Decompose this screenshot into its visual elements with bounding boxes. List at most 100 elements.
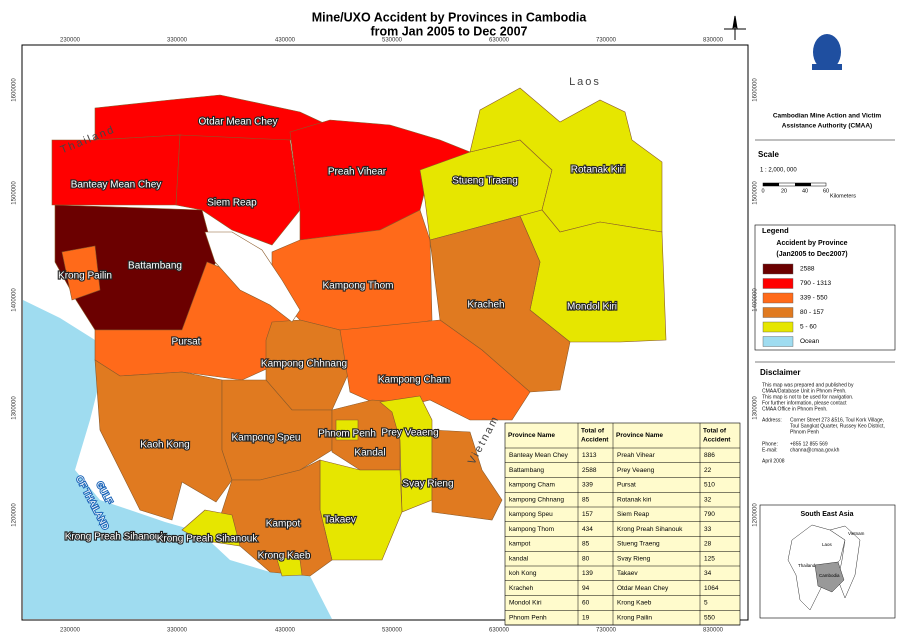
x-tick-label: 830000 xyxy=(703,38,724,44)
table-header: Accident xyxy=(581,437,609,444)
province-label: Banteay Mean Chey xyxy=(71,180,162,191)
table-province: kampong Cham xyxy=(509,482,555,489)
legend-label: 5 - 60 xyxy=(800,324,817,331)
agency-name: Assistance Authority (CMAA) xyxy=(782,123,872,130)
legend-swatch xyxy=(762,278,794,289)
email-label: E-mail: xyxy=(762,447,778,453)
province-label: Takaev xyxy=(324,515,356,526)
x-tick-label: 530000 xyxy=(382,628,403,634)
table-value: 434 xyxy=(582,526,593,533)
province-area xyxy=(61,245,101,301)
table-province: Pursat xyxy=(617,482,636,489)
y-tick-label: 1400000 xyxy=(12,288,18,312)
y-tick-label: 1500000 xyxy=(753,181,759,205)
province-area xyxy=(175,134,301,246)
disclaimer: This map was prepared and published by CM… xyxy=(762,382,885,464)
table-value: 60 xyxy=(582,600,590,607)
table-value: 339 xyxy=(582,482,593,489)
table-value: 33 xyxy=(704,526,712,533)
table-value: 19 xyxy=(582,614,590,621)
y-tick-label: 1600000 xyxy=(12,78,18,102)
x-tick-label: 730000 xyxy=(596,38,617,44)
legend-label: 339 - 550 xyxy=(800,295,828,302)
y-tick-label: 1200000 xyxy=(753,503,759,527)
table-background xyxy=(504,422,741,626)
province-label: Krong Kaeb xyxy=(258,551,311,562)
table-value: 157 xyxy=(582,511,593,518)
inset-label: Vietnam xyxy=(848,531,865,536)
y-tick-label: 1600000 xyxy=(753,78,759,102)
table-value: 2588 xyxy=(582,467,597,474)
table-value: 5 xyxy=(704,600,708,607)
accident-table: Province Name Total of Accident Province Na… xyxy=(504,422,741,626)
x-tick-label: 230000 xyxy=(60,38,81,44)
province-label: Kandal xyxy=(354,448,385,459)
province-label: Pursat xyxy=(172,337,201,348)
legend-subtitle: (Jan2005 to Dec2007) xyxy=(776,251,847,258)
title: Mine/UXO Accident by Provinces in Cambod… xyxy=(312,10,588,24)
table-value: 85 xyxy=(582,541,590,548)
table-province: kandal xyxy=(509,555,529,562)
scale-unit: Kilometers xyxy=(830,193,856,199)
table-province: kampong Chhnang xyxy=(509,496,564,503)
table-province: kampong Speu xyxy=(509,511,553,518)
scale-ratio: 1 : 2,000, 000 xyxy=(760,168,797,174)
title: from Jan 2005 to Dec 2007 xyxy=(370,24,527,38)
scale-label: 0 xyxy=(761,188,764,194)
table-province: Krong Preah Sihanouk xyxy=(617,526,683,533)
province-label: Krong Pailin xyxy=(58,271,112,282)
province-label: Krong Preah Sihanouk xyxy=(157,534,259,545)
agency-name: Cambodian Mine Action and Victim xyxy=(773,113,882,120)
scale-bar xyxy=(762,182,827,187)
legend-title: Legend xyxy=(762,226,789,235)
table-value: 28 xyxy=(704,541,712,548)
table-province: Preah Vihear xyxy=(617,452,656,459)
legend-swatch xyxy=(762,263,794,275)
table-province: Prey Veaeng xyxy=(617,467,655,474)
table-province: Krong Pailin xyxy=(617,614,652,621)
table-value: 1313 xyxy=(582,452,597,459)
table-province: Takaev xyxy=(617,570,638,577)
table-province: Mondol Kiri xyxy=(509,600,542,607)
province-area xyxy=(379,395,433,513)
y-tick-label: 1300000 xyxy=(753,396,759,420)
table-header: Total of xyxy=(581,428,605,435)
table-value: 34 xyxy=(704,570,712,577)
disclaimer-text: CMAA Office in Phnom Penh. xyxy=(762,406,828,412)
province-label: Kampong Speu xyxy=(232,433,301,444)
address-text: Corner Street 273 &516, Toul Kork Villag… xyxy=(790,417,884,423)
table-value: 550 xyxy=(704,614,715,621)
legend-label: 790 - 1313 xyxy=(800,280,831,287)
inset-label: Laos xyxy=(822,542,833,547)
ocean xyxy=(23,300,332,619)
x-tick-label: 330000 xyxy=(167,38,188,44)
province-label: Kracheh xyxy=(467,300,504,311)
disclaimer-text: This map was prepared and published by xyxy=(762,382,854,388)
table-province: Kracheh xyxy=(509,585,534,592)
y-tick-label: 1400000 xyxy=(753,288,759,312)
province-label: Kampong Cham xyxy=(378,375,450,386)
y-tick-label: 1500000 xyxy=(12,181,18,205)
inset-label: Thailand xyxy=(798,563,816,568)
province-label: Otdar Mean Chey xyxy=(199,117,278,128)
province-label: Mondol Kiri xyxy=(567,302,617,313)
legend-label: 2588 xyxy=(800,266,815,273)
x-tick-label: 630000 xyxy=(489,628,510,634)
y-tick-label: 1200000 xyxy=(12,503,18,527)
side-panel: Cambodian Mine Action and Victim Assista… xyxy=(754,34,896,619)
province-area xyxy=(181,509,241,547)
province-area xyxy=(275,555,303,577)
table-province: Otdar Mean Chey xyxy=(617,585,669,592)
inset-title: South East Asia xyxy=(800,511,853,518)
table-value: 139 xyxy=(582,570,593,577)
y-tick-label: 1300000 xyxy=(12,396,18,420)
legend-swatch xyxy=(762,292,794,304)
province-area xyxy=(94,359,233,521)
map: Otdar Mean Chey Banteay Mean Chey Siem R… xyxy=(23,76,667,619)
x-tick-label: 430000 xyxy=(275,38,296,44)
scale-title: Scale xyxy=(758,150,779,159)
table-province: Svay Rieng xyxy=(617,555,651,562)
province-label: Siem Reap xyxy=(207,198,257,209)
province-label: Preah Vihear xyxy=(328,167,387,178)
address-text: Phnom Penh xyxy=(790,429,819,435)
